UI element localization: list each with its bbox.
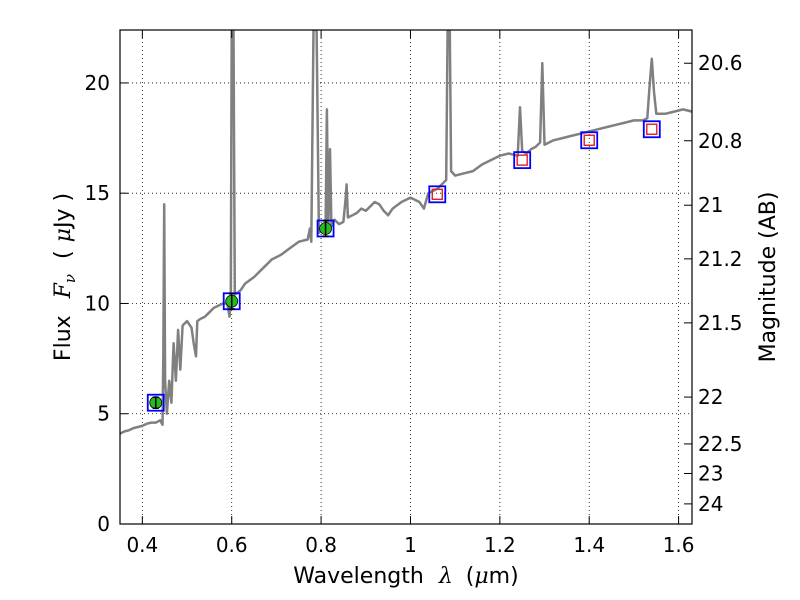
mag-tick-label: 21 — [698, 193, 723, 217]
y-axis-title: Flux Fν ( μJy ) — [51, 193, 81, 361]
x-tick-label: 1.2 — [484, 533, 516, 557]
x-tick-label: 1 — [404, 533, 417, 557]
x-tick-label: 1.6 — [663, 533, 695, 557]
x-axis-title: Wavelength λ (μm) — [293, 564, 518, 589]
model-inner-box — [516, 154, 528, 166]
model-flux-box — [580, 131, 599, 150]
y-axis-subscript: ν — [61, 274, 79, 283]
x-axis-unit-mu: μ — [474, 564, 488, 589]
model-photometry-point — [428, 185, 447, 204]
spectrum-series — [120, 30, 692, 435]
model-flux-box — [146, 393, 165, 412]
model-inner-box — [431, 188, 443, 200]
mag-tick-label: 20.8 — [698, 129, 743, 153]
model-inner-box — [583, 134, 595, 146]
model-flux-box — [428, 185, 447, 204]
x-tick-label: 0.6 — [216, 533, 248, 557]
plot-frame — [119, 29, 693, 525]
model-photometry-point — [580, 131, 599, 150]
y-axis-unit-mu: μ — [51, 228, 76, 242]
grid-lines — [120, 30, 692, 525]
x-axis-unit-rest: m) — [489, 564, 519, 589]
model-inner-box — [646, 123, 658, 135]
model-flux-box — [642, 120, 661, 139]
y-axis-unit-open: ( — [51, 250, 76, 259]
mag-tick-label: 21.2 — [698, 247, 743, 271]
y-axis-unit-rest: Jy ) — [51, 193, 76, 230]
x-axis-unit-open: ( — [466, 564, 475, 589]
x-axis-title-text: Wavelength — [293, 564, 424, 589]
y-tick-label: 20 — [85, 71, 110, 95]
right-axis-title: Magnitude (AB) — [756, 192, 781, 363]
y-axis-symbol: F — [51, 282, 76, 299]
observed-photometry-point — [146, 393, 165, 412]
mag-tick-label: 24 — [698, 492, 723, 516]
y-axis-title-text: Flux — [51, 315, 76, 361]
model-flux-box — [513, 151, 532, 170]
model-photometry-point — [642, 120, 661, 139]
x-axis-lambda: λ — [438, 564, 453, 589]
mag-tick-label: 21.5 — [698, 311, 743, 335]
mag-tick-label: 23 — [698, 461, 723, 485]
observed-photometry-point — [316, 219, 335, 238]
axis-ticks: 0.4 0.6 0.8 1 1.2 1.4 1.6 0 5 10 15 20 20.6 20.8 21 21.… — [85, 30, 743, 557]
y-tick-label: 5 — [97, 402, 110, 426]
y-tick-label: 0 — [97, 512, 110, 536]
y-tick-label: 15 — [85, 181, 110, 205]
spectrum-line — [120, 30, 692, 435]
mag-tick-label: 22 — [698, 385, 723, 409]
observed-photometry-point — [222, 292, 241, 311]
photometry-points — [146, 120, 661, 412]
model-photometry-point — [513, 151, 532, 170]
x-tick-label: 0.4 — [126, 533, 158, 557]
y-tick-label: 10 — [85, 291, 110, 315]
x-tick-label: 1.4 — [573, 533, 605, 557]
mag-tick-label: 22.5 — [698, 432, 743, 456]
mag-tick-label: 20.6 — [698, 51, 743, 75]
x-tick-label: 0.8 — [305, 533, 337, 557]
